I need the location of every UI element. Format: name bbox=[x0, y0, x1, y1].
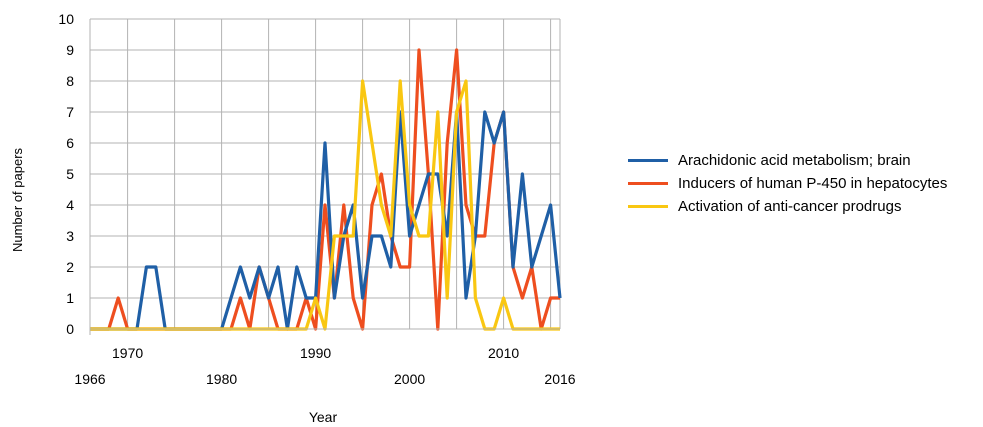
y-tick-label: 0 bbox=[66, 321, 74, 337]
y-tick-label: 7 bbox=[66, 104, 74, 120]
x-tick-label: 2010 bbox=[488, 345, 519, 361]
legend-label-inducers: Inducers of human P-450 in hepatocytes bbox=[678, 175, 948, 192]
y-tick-label: 10 bbox=[58, 11, 74, 27]
axes bbox=[89, 19, 560, 335]
y-tick-label: 5 bbox=[66, 166, 74, 182]
y-tick-label: 9 bbox=[66, 42, 74, 58]
y-tick-label: 4 bbox=[66, 197, 74, 213]
series-lines bbox=[90, 48, 562, 331]
x-tick-label: 2016 bbox=[544, 371, 575, 387]
legend-item-activation: Activation of anti-cancer prodrugs bbox=[628, 196, 978, 217]
y-axis-label: Number of papers bbox=[10, 147, 25, 252]
y-tick-label: 3 bbox=[66, 228, 74, 244]
legend-swatch-activation bbox=[628, 205, 668, 208]
x-tick-label: 2000 bbox=[394, 371, 425, 387]
legend-item-inducers: Inducers of human P-450 in hepatocytes bbox=[628, 173, 978, 194]
x-tick-label: 1980 bbox=[206, 371, 237, 387]
tick-labels: 0 1 2 3 4 5 6 7 8 9 10 1970 1990 2010 1966 1980 2000 2016 bbox=[58, 11, 575, 387]
y-tick-label: 8 bbox=[66, 73, 74, 89]
x-tick-label: 1970 bbox=[112, 345, 143, 361]
legend-label-activation: Activation of anti-cancer prodrugs bbox=[678, 198, 902, 215]
y-tick-label: 6 bbox=[66, 135, 74, 151]
legend-label-arachidonic: Arachidonic acid metabolism; brain bbox=[678, 152, 911, 169]
legend-swatch-inducers bbox=[628, 182, 668, 185]
x-tick-label: 1990 bbox=[300, 345, 331, 361]
y-tick-label: 1 bbox=[66, 290, 74, 306]
x-axis-label: Year bbox=[309, 409, 338, 425]
legend-item-arachidonic: Arachidonic acid metabolism; brain bbox=[628, 150, 978, 171]
series-line-1 bbox=[90, 48, 560, 331]
line-chart: 0 1 2 3 4 5 6 7 8 9 10 1970 1990 2010 1966 1980 2000 2016… bbox=[10, 11, 576, 425]
x-tick-label: 1966 bbox=[74, 371, 105, 387]
legend-swatch-arachidonic bbox=[628, 159, 668, 162]
legend: Arachidonic acid metabolism; brain Induc… bbox=[628, 150, 978, 219]
y-tick-label: 2 bbox=[66, 259, 74, 275]
